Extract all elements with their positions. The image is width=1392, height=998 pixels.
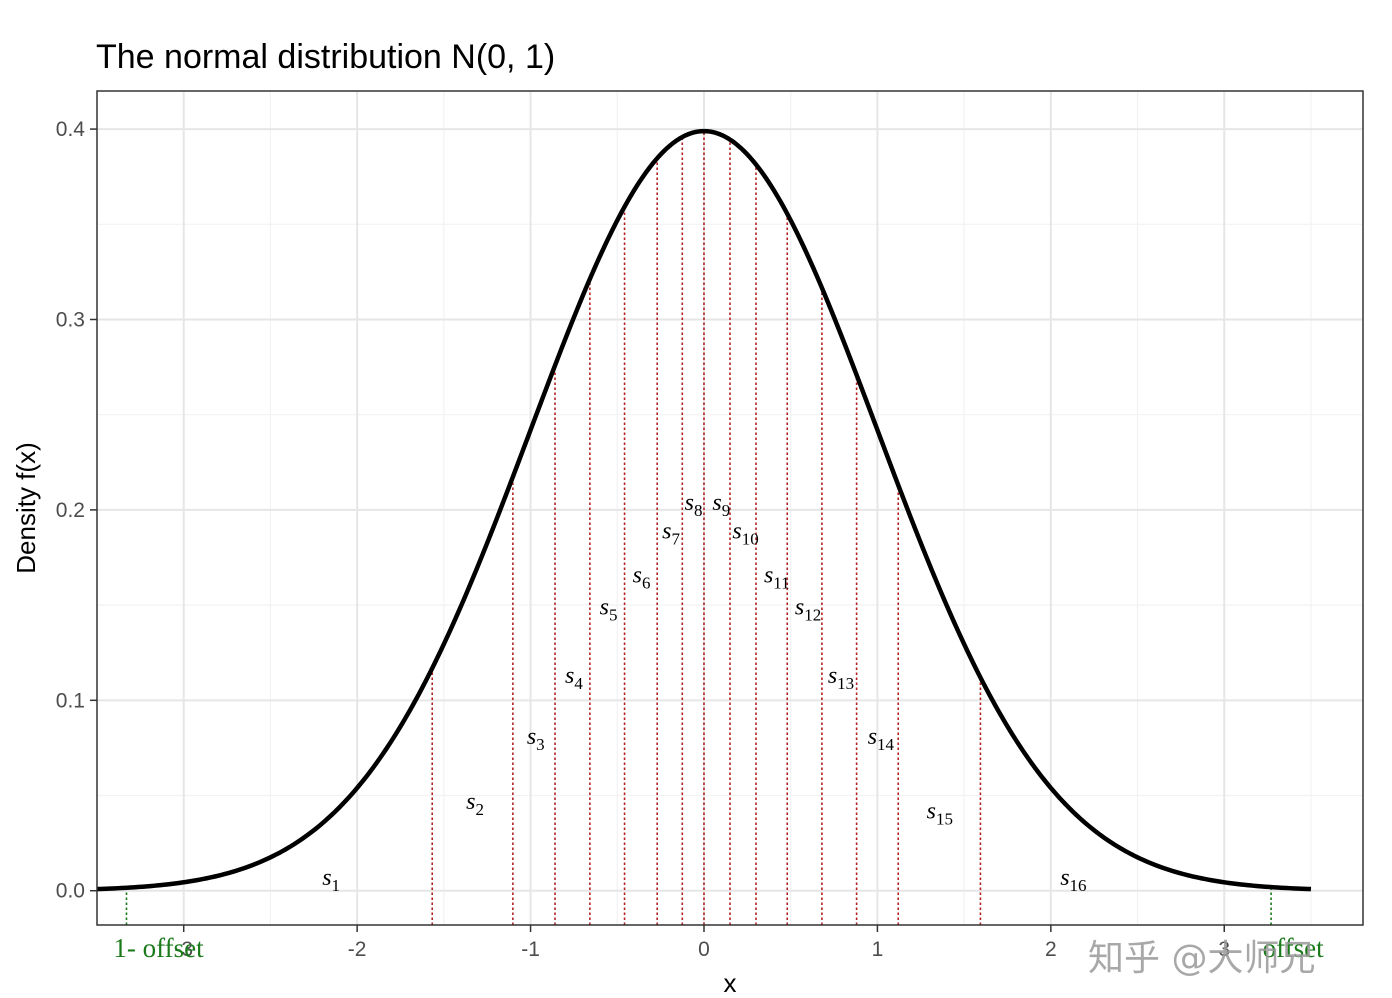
segment-label: s7 [662,518,680,548]
watermark: 知乎 @大师兄 [1088,938,1315,979]
curve-layer [96,128,1312,892]
segment-label: s5 [600,595,618,625]
y-axis-ticks: 0.0 0.1 0.2 0.3 0.4 [56,118,97,903]
offset-label: 1- offset [113,933,204,963]
x-tick-label: -3 [174,938,193,961]
x-axis-ticks: -3 -2 -1 0 1 2 3 [174,925,1230,961]
density-curve [96,128,1312,892]
segment-label: s11 [764,562,790,592]
segment-label: s13 [828,663,854,693]
y-tick-label: 0.2 [56,499,85,522]
x-tick-label: -2 [348,938,367,961]
x-tick-label: 3 [1218,938,1230,961]
panel-border [96,90,1364,926]
segment-label: s12 [795,595,821,625]
x-tick-label: 1 [872,938,884,961]
x-tick-label: -1 [521,938,540,961]
segment-label: s8 [685,490,703,520]
segment-label: s1 [322,865,340,895]
segment-label: s4 [565,663,583,693]
offset-labels: 1- offset offset [113,933,1324,963]
segment-label: s2 [466,789,484,819]
segment-label: s14 [868,724,895,754]
offset-label: offset [1263,933,1324,963]
y-tick-label: 0.1 [56,689,85,712]
y-tick-label: 0.0 [56,880,85,903]
segment-label: s15 [927,798,953,828]
segment-label: s10 [732,518,758,548]
x-axis-title: x [724,968,737,998]
segment-label: s3 [527,724,545,754]
chart-title: The normal distribution N(0, 1) [96,38,555,76]
segment-label: s6 [633,562,651,592]
x-tick-label: 0 [698,938,710,961]
y-axis-title: Density f(x) [11,442,41,573]
x-tick-label: 2 [1045,938,1057,961]
y-tick-label: 0.4 [56,118,86,141]
cut-lines [431,131,982,925]
offset-lines [125,887,1272,925]
y-tick-label: 0.3 [56,308,85,331]
grid [97,91,1363,925]
segment-label: s16 [1060,865,1086,895]
segment-label: s9 [712,490,730,520]
